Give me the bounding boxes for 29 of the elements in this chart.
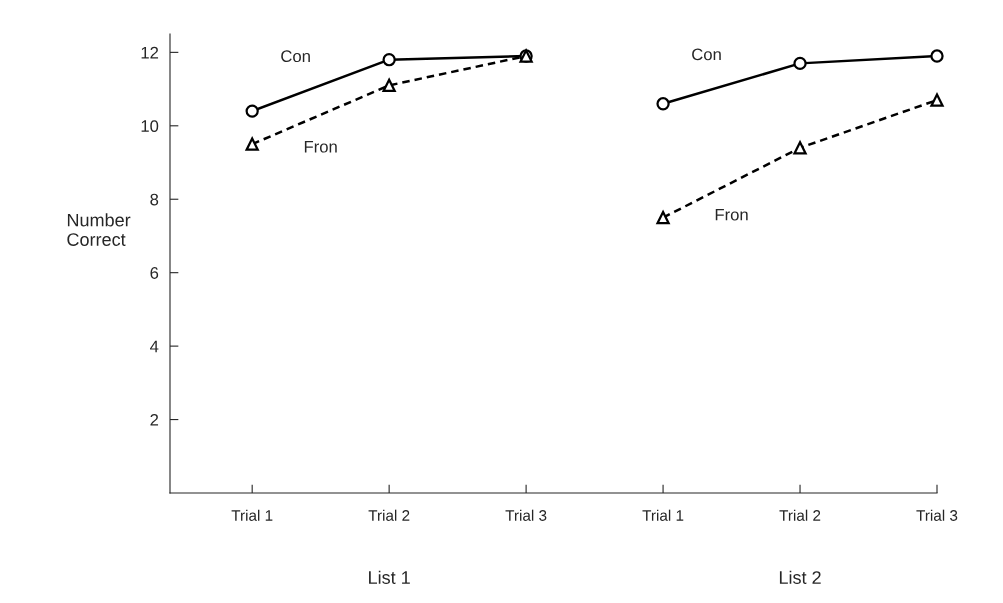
point — [930, 93, 944, 107]
y-tick-label: 2 — [150, 413, 159, 426]
series-label: Con — [281, 50, 310, 63]
point — [793, 56, 807, 71]
point — [930, 49, 944, 63]
y-tick-label: 4 — [150, 340, 159, 353]
point — [793, 141, 807, 155]
point — [656, 210, 670, 225]
series-label: Fron — [715, 208, 748, 221]
x-tick-label: Trial 2 — [779, 509, 821, 521]
x-tick-label: Trial 3 — [916, 509, 958, 521]
series-label: Fron — [304, 140, 337, 153]
point — [382, 53, 396, 67]
x-tick-label: Trial 3 — [505, 509, 547, 521]
y-tick-label: 8 — [150, 193, 159, 206]
x-tick-label: Trial 2 — [368, 509, 410, 521]
point — [245, 104, 259, 118]
x-tick-label: Trial 1 — [642, 509, 684, 521]
x-tick-label: Trial 1 — [231, 509, 273, 521]
point — [245, 137, 259, 151]
point — [382, 78, 396, 93]
text: List 1 — [369, 570, 410, 584]
text: List 2 — [779, 570, 821, 584]
series-label: Con — [692, 48, 721, 61]
y-axis-title: Number Correct — [67, 213, 131, 246]
y-tick-label: 12 — [141, 46, 159, 59]
y-tick-label: 10 — [141, 120, 159, 132]
point — [656, 97, 670, 111]
y-tick-label: 6 — [150, 267, 159, 279]
